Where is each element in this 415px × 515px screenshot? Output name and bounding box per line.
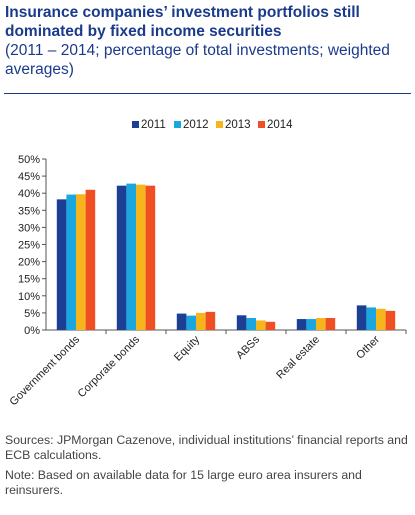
chart-title: Insurance companies’ investment portfoli…	[5, 4, 360, 40]
bar-2012-1	[126, 183, 136, 330]
bar-2012-3	[246, 318, 256, 330]
y-tick-label: 5%	[24, 308, 40, 320]
y-tick-label: 50%	[18, 154, 40, 166]
bar-2013-2	[196, 312, 206, 330]
bar-2013-0	[76, 194, 86, 330]
chart-notes: Sources: JPMorgan Cazenove, individual i…	[5, 433, 410, 503]
y-tick-label: 10%	[18, 291, 40, 303]
chart-title-block: Insurance companies’ investment portfoli…	[5, 3, 410, 79]
legend-label-2011: 2011	[141, 119, 166, 131]
legend-label-2013: 2013	[225, 119, 251, 131]
bar-2014-2	[205, 311, 216, 330]
sources-note: Sources: JPMorgan Cazenove, individual i…	[5, 433, 408, 462]
y-tick-label: 35%	[18, 205, 40, 217]
footnote: Note: Based on available data for 15 lar…	[5, 468, 362, 497]
bar-2011-4	[296, 319, 307, 330]
bar-2011-3	[236, 315, 247, 330]
legend-swatch-2011	[132, 121, 139, 128]
bar-2011-5	[356, 305, 367, 330]
y-tick-label: 40%	[18, 188, 40, 200]
bar-2014-1	[145, 185, 156, 330]
x-tick-label: Government bonds	[7, 333, 82, 408]
title-divider	[4, 93, 411, 94]
bar-2013-4	[316, 318, 326, 330]
bar-2012-0	[66, 194, 76, 330]
chart-subtitle: (2011 – 2014; percentage of total invest…	[5, 42, 390, 78]
legend-swatch-2012	[174, 121, 181, 128]
legend-label-2014: 2014	[267, 119, 293, 131]
bar-2013-5	[376, 308, 386, 330]
legend-swatch-2014	[258, 121, 265, 128]
x-tick-label: Real estate	[274, 334, 322, 382]
y-tick-label: 45%	[18, 171, 40, 183]
legend-swatch-2013	[216, 121, 223, 128]
bar-2012-5	[366, 307, 376, 330]
bar-2014-3	[265, 321, 276, 330]
y-tick-label: 15%	[18, 274, 40, 286]
x-tick-label: Other	[354, 333, 382, 361]
x-tick-label: Corporate bonds	[76, 333, 143, 400]
bar-2014-0	[85, 189, 96, 330]
bar-2014-5	[385, 310, 396, 330]
bar-2012-2	[186, 315, 196, 330]
bar-2011-1	[116, 185, 127, 330]
bar-2012-4	[306, 319, 316, 330]
y-tick-label: 0%	[24, 325, 40, 337]
bar-2013-1	[136, 184, 146, 330]
x-tick-label: Equity	[172, 333, 202, 363]
bar-2014-4	[325, 318, 336, 330]
bar-2013-3	[256, 320, 266, 330]
y-tick-label: 20%	[18, 257, 40, 269]
bar-2011-0	[56, 199, 67, 330]
bar-2011-2	[176, 313, 187, 330]
legend-label-2012: 2012	[183, 119, 209, 131]
bar-chart: 2011 2012 2013 2014 0% 5% 10% 15% 20% 25% 30% 35% 40…	[7, 119, 407, 408]
y-tick-label: 30%	[18, 222, 40, 234]
y-tick-label: 25%	[18, 240, 40, 252]
x-tick-label: ABSs	[234, 333, 262, 361]
